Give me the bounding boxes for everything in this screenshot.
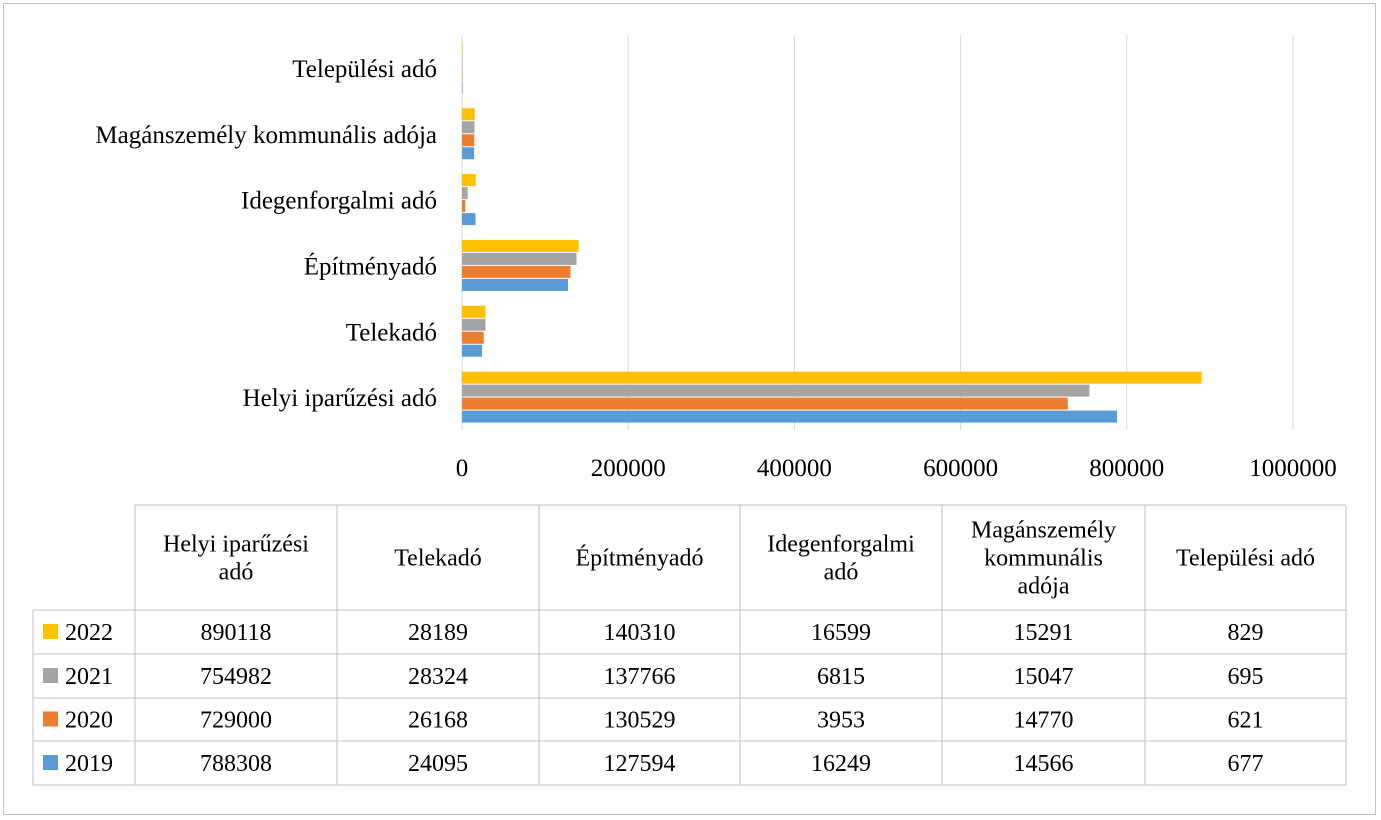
table-value: 729000	[200, 708, 272, 734]
table-value: 28324	[408, 664, 468, 690]
legend-swatch	[43, 668, 58, 683]
legend-swatch	[43, 711, 58, 727]
bar	[462, 147, 475, 160]
bar	[462, 410, 1118, 423]
table-header-cell: Helyi iparűzési	[163, 532, 309, 558]
table-header-cell: Építményadó	[576, 546, 704, 572]
category-label: Idegenforgalmi adó	[241, 188, 437, 215]
bar	[462, 397, 1068, 410]
category-label: Telekadó	[346, 319, 437, 346]
category-labels: Helyi iparűzési adó Telekadó Építményadó Id…	[95, 56, 437, 412]
table-value: 127594	[604, 751, 676, 777]
table-value: 788308	[200, 751, 272, 777]
bar	[462, 187, 468, 200]
table-value: 15291	[1014, 620, 1074, 646]
table-value: 140310	[604, 620, 676, 646]
x-axis-tick-labels: 0 200000 400000 600000 800000 1000000	[456, 455, 1337, 482]
table-header-cell: Telekadó	[394, 546, 482, 572]
bars	[462, 42, 1202, 423]
bar	[462, 384, 1090, 397]
table-value: 677	[1228, 751, 1264, 777]
table-value: 829	[1228, 620, 1264, 646]
legend-label: 2020	[65, 708, 113, 734]
bar	[462, 252, 577, 265]
table-value: 14566	[1014, 751, 1074, 777]
category-label: Helyi iparűzési adó	[243, 385, 437, 412]
category-label: Magánszemély kommunális adója	[95, 122, 437, 149]
bar	[462, 55, 463, 68]
bar	[462, 305, 486, 318]
table-value: 16599	[811, 620, 871, 646]
bar	[462, 42, 463, 55]
bar	[462, 134, 475, 147]
bar	[462, 239, 579, 252]
x-tick-label: 600000	[923, 455, 998, 482]
table-value: 137766	[604, 664, 676, 690]
bar	[462, 331, 484, 344]
legend-label: 2019	[65, 751, 113, 777]
table-header-cell: adó	[219, 560, 254, 586]
table-value: 695	[1228, 664, 1264, 690]
gridlines	[461, 35, 1294, 430]
legend-swatch	[43, 624, 58, 639]
bar	[462, 278, 569, 291]
table-header-cell: adó	[824, 560, 859, 586]
category-label: Építményadó	[304, 252, 437, 280]
x-tick-label: 800000	[1089, 455, 1164, 482]
bar	[462, 121, 475, 134]
table-value: 754982	[200, 664, 272, 690]
table-value: 26168	[408, 708, 468, 734]
table-value: 14770	[1014, 708, 1074, 734]
table-value: 15047	[1014, 664, 1074, 690]
table-value: 130529	[604, 708, 676, 734]
table-header-cell: adója	[1018, 574, 1070, 600]
table-value: 6815	[817, 664, 865, 690]
bar	[462, 68, 463, 81]
bar	[462, 81, 463, 94]
table-value: 3953	[817, 708, 865, 734]
bar	[462, 108, 475, 121]
table-header-cell: Települési adó	[1176, 546, 1315, 572]
x-tick-label: 400000	[757, 455, 832, 482]
bar	[462, 213, 476, 226]
table-header-cell: kommunális	[984, 546, 1103, 572]
x-tick-label: 1000000	[1249, 455, 1337, 482]
bar	[462, 200, 466, 213]
bar	[462, 174, 476, 187]
bar	[462, 265, 571, 278]
x-tick-label: 0	[456, 455, 469, 482]
x-tick-label: 200000	[591, 455, 666, 482]
table-value: 24095	[408, 751, 468, 777]
table-value: 890118	[200, 620, 271, 646]
bar	[462, 344, 483, 357]
table-value: 28189	[408, 620, 468, 646]
table-header-cell: Idegenforgalmi	[767, 532, 915, 558]
table-header-cell: Magánszemély	[971, 518, 1116, 544]
bar	[462, 318, 486, 331]
category-label: Települési adó	[292, 56, 437, 83]
table-value: 621	[1228, 708, 1264, 734]
bar	[462, 371, 1202, 384]
table-value: 16249	[811, 751, 871, 777]
legend-swatch	[43, 755, 58, 770]
legend-label: 2021	[65, 664, 113, 690]
legend-label: 2022	[65, 620, 113, 646]
